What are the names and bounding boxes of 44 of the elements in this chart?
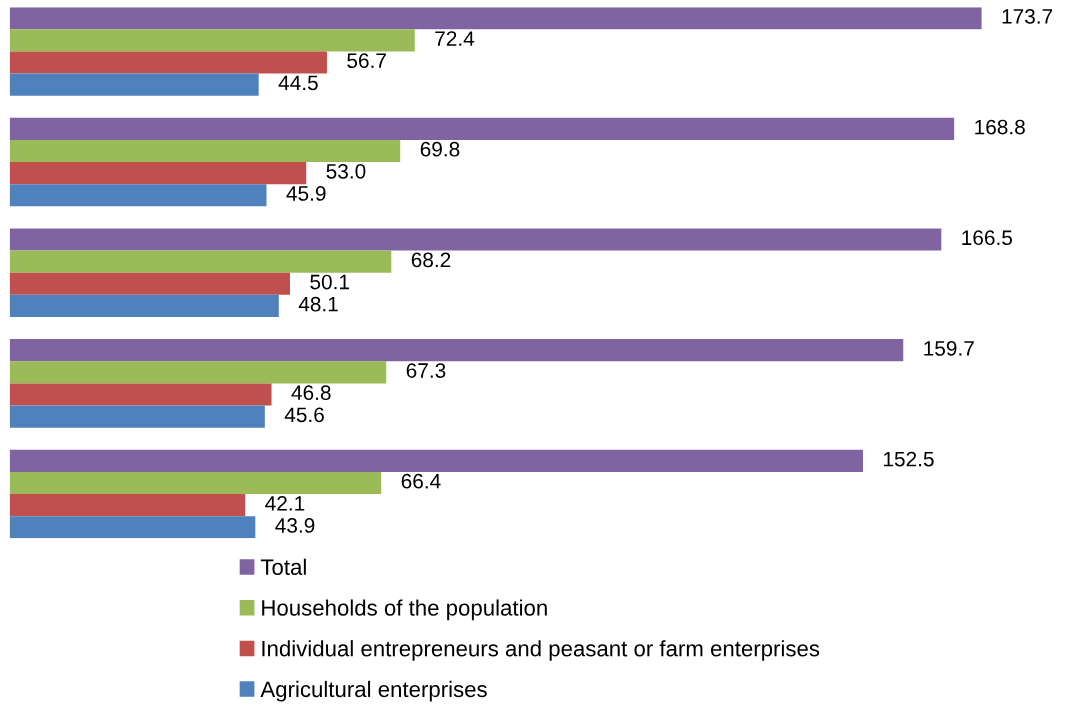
bar (9, 250, 392, 273)
data-label: 67.3 (406, 363, 446, 378)
bar (9, 471, 382, 495)
data-label: 45.9 (286, 186, 326, 201)
data-label: 159.7 (924, 341, 974, 356)
bar (9, 139, 401, 163)
bar (9, 294, 279, 317)
data-label: 168.8 (975, 119, 1025, 135)
bar (9, 7, 982, 30)
data-label: 66.4 (401, 473, 441, 489)
legend-label: Total (260, 558, 306, 576)
data-label: 53.0 (326, 163, 366, 179)
data-label: 50.1 (310, 274, 349, 290)
bar (9, 162, 307, 185)
bar (9, 339, 904, 362)
bar (9, 405, 265, 428)
data-label: 166.5 (962, 230, 1013, 246)
bar (9, 29, 415, 52)
data-label: 44.5 (278, 75, 318, 91)
data-label: 173.7 (1002, 9, 1053, 24)
bar (9, 361, 387, 384)
bar (9, 494, 246, 517)
data-label: 48.1 (298, 296, 338, 312)
data-label: 43.9 (275, 518, 315, 533)
bar (9, 117, 955, 140)
data-label: 72.4 (435, 31, 475, 46)
legend-label: Agricultural enterprises (260, 680, 487, 702)
bar (9, 184, 267, 207)
data-label: 46.8 (291, 385, 331, 401)
data-label: 45.6 (284, 407, 324, 423)
legend-label: Individual entrepreneurs and peasant or farm enterprises (262, 640, 820, 661)
data-label: 152.5 (884, 451, 934, 467)
bar (9, 516, 256, 539)
bar (9, 51, 327, 74)
bar (9, 383, 272, 406)
legend-label: Households of the population (262, 599, 547, 621)
bar (9, 73, 259, 96)
data-label: 42.1 (265, 495, 305, 511)
data-label: 68.2 (411, 252, 451, 268)
data-label: 56.7 (347, 53, 386, 69)
bar (9, 272, 290, 295)
data-label: 69.8 (420, 141, 460, 157)
bar (9, 449, 863, 472)
bar (9, 228, 942, 251)
